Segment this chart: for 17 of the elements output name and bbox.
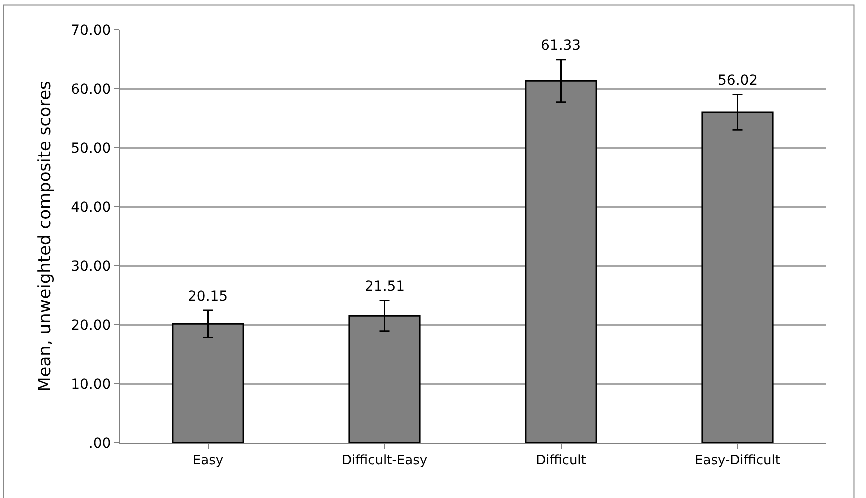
y-tick-label: 70.00	[71, 22, 112, 39]
data-label: 56.02	[718, 73, 758, 89]
y-tick-label: 40.00	[71, 200, 112, 216]
x-tick-label: Easy-Difficult	[695, 454, 780, 469]
y-tick-label: 10.00	[71, 376, 112, 393]
data-label: 61.33	[541, 38, 582, 54]
y-tick-label: 30.00	[71, 258, 112, 275]
y-tick-label: 50.00	[71, 140, 112, 157]
data-label: 21.51	[365, 279, 406, 295]
y-axis-title: Mean, unweighted composite scores	[36, 80, 56, 392]
data-label: 20.15	[188, 289, 228, 305]
x-tick-label: Difficult-Easy	[342, 454, 428, 469]
y-tick-label: 60.00	[71, 82, 112, 98]
y-tick-label: 20.00	[71, 318, 112, 334]
y-tick-label: .00	[88, 436, 112, 452]
x-tick-label: Easy	[192, 454, 224, 469]
x-tick-label: Difficult	[536, 454, 586, 469]
